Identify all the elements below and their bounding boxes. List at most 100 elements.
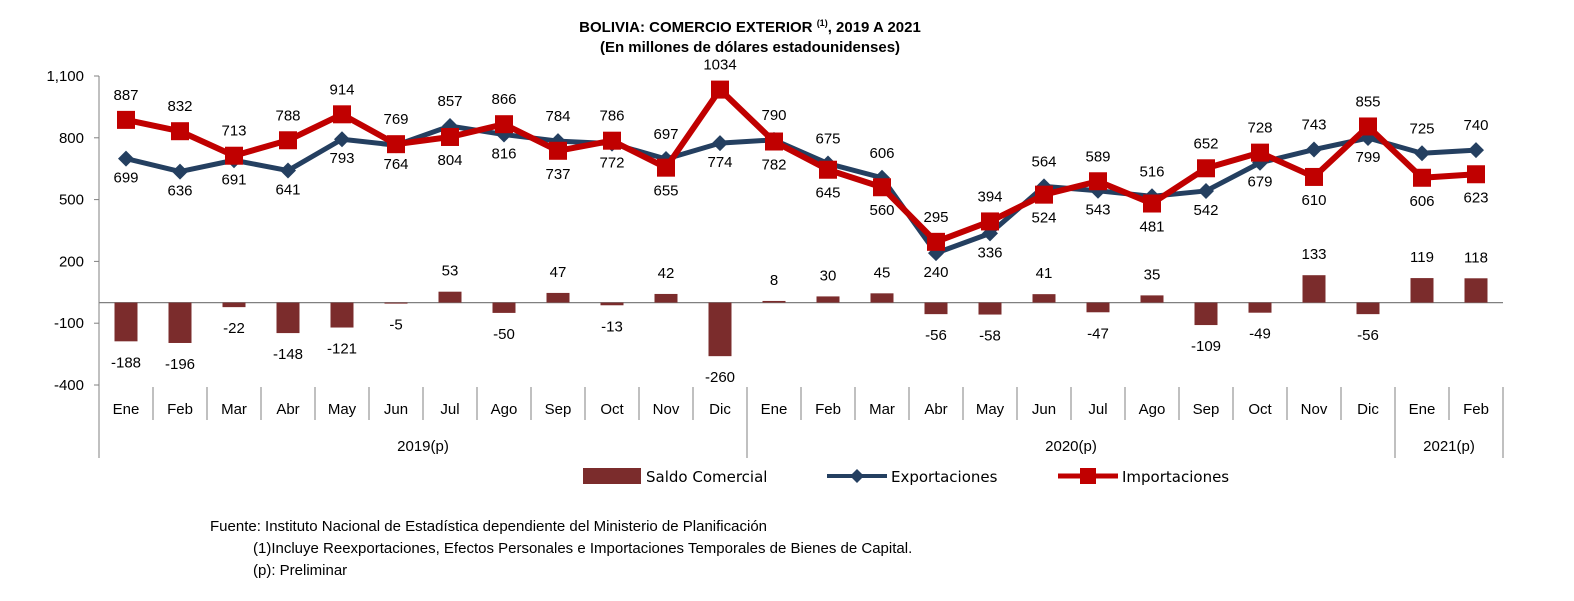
label-exportaciones: 641 [275, 182, 300, 199]
label-importaciones: 606 [1409, 193, 1434, 210]
label-saldo: -47 [1087, 325, 1109, 342]
label-importaciones: 782 [761, 157, 786, 174]
importaciones-marker [819, 160, 837, 179]
month-label: Mar [221, 401, 247, 418]
bar-saldo [384, 302, 408, 304]
label-saldo: 53 [442, 263, 459, 280]
importaciones-marker [225, 146, 243, 165]
importaciones-marker [603, 131, 621, 150]
month-label: Abr [924, 401, 947, 418]
month-label: Nov [1301, 401, 1328, 418]
label-exportaciones: 606 [869, 145, 894, 162]
year-label: 2021(p) [1423, 438, 1475, 455]
label-importaciones: 1034 [703, 57, 736, 74]
y-tick-label: 200 [59, 253, 84, 270]
month-label: Ago [491, 401, 518, 418]
bar-saldo [924, 302, 948, 315]
x-axis: Ene Feb Mar Abr May Jun Jul Ago Sep Oct Nov Dic Ene F… [113, 387, 1504, 458]
label-exportaciones: 790 [761, 107, 786, 124]
importaciones-marker [1413, 168, 1431, 187]
month-label: Sep [1193, 401, 1220, 418]
label-importaciones: 560 [869, 202, 894, 219]
exportaciones-marker [1306, 141, 1322, 158]
label-saldo: 119 [1410, 249, 1434, 266]
importaciones-marker [927, 232, 945, 251]
exportaciones-marker [712, 135, 728, 152]
exportaciones-marker [1414, 145, 1430, 162]
importaciones-marker [981, 212, 999, 231]
importaciones-marker [1251, 143, 1269, 162]
label-saldo: 42 [658, 265, 675, 282]
label-exportaciones: 336 [977, 244, 1002, 261]
importaciones-marker [1305, 167, 1323, 186]
importaciones-marker [1197, 159, 1215, 178]
chart-axes: 1,100 800 500 200 -100 -400 [46, 68, 1503, 458]
month-label: Ene [761, 401, 788, 418]
month-label: Jul [440, 401, 459, 418]
exportaciones-marker [280, 162, 296, 179]
month-label: Jun [1032, 401, 1056, 418]
title-main: BOLIVIA: COMERCIO EXTERIOR [579, 19, 813, 36]
label-exportaciones: 799 [1355, 149, 1380, 166]
label-importaciones: 623 [1463, 189, 1488, 206]
label-importaciones: 855 [1355, 93, 1380, 110]
month-label: Oct [1248, 401, 1272, 418]
label-saldo: -188 [111, 354, 141, 371]
label-importaciones: 655 [653, 183, 678, 200]
label-saldo: -58 [979, 328, 1001, 345]
importaciones-marker [657, 158, 675, 177]
label-exportaciones: 772 [599, 155, 624, 172]
month-label: Jul [1088, 401, 1107, 418]
importaciones-marker [1467, 165, 1485, 184]
y-tick-label: 500 [59, 192, 84, 209]
label-importaciones: 645 [815, 185, 840, 202]
label-importaciones: 786 [599, 108, 624, 125]
bar-saldo [1248, 302, 1272, 313]
month-label: Mar [869, 401, 895, 418]
y-tick-label: 1,100 [46, 68, 84, 85]
label-importaciones: 481 [1139, 219, 1164, 236]
bar-saldo [1140, 295, 1164, 303]
label-saldo: 118 [1464, 249, 1488, 266]
title-years: , 2019 A 2021 [827, 19, 921, 36]
label-saldo: 30 [820, 267, 837, 284]
label-importaciones: 866 [491, 91, 516, 108]
label-saldo: -196 [165, 356, 195, 373]
chart-notes: Fuente: Instituto Nacional de Estadístic… [210, 516, 912, 582]
label-saldo: 41 [1036, 265, 1053, 282]
label-importaciones: 524 [1031, 210, 1056, 227]
year-label: 2020(p) [1045, 438, 1097, 455]
label-saldo: -109 [1191, 338, 1221, 355]
legend-label-saldo: Saldo Comercial [646, 468, 767, 486]
label-exportaciones: 725 [1409, 120, 1434, 137]
exportaciones-marker [334, 131, 350, 148]
importaciones-marker [765, 132, 783, 151]
label-importaciones: 769 [383, 111, 408, 128]
label-saldo: -22 [223, 320, 245, 337]
importaciones-marker [1359, 117, 1377, 136]
month-label: Abr [276, 401, 299, 418]
bar-saldo [1464, 278, 1488, 303]
bar-saldo [600, 302, 624, 306]
legend-swatch-saldo [583, 468, 641, 484]
label-importaciones: 914 [329, 81, 354, 98]
bar-saldo [276, 302, 300, 334]
label-exportaciones: 636 [167, 183, 192, 200]
label-saldo: -13 [601, 318, 623, 335]
bar-saldo [330, 302, 354, 328]
label-exportaciones: 816 [491, 146, 516, 163]
bar-series [114, 275, 1488, 357]
bar-saldo [1194, 302, 1218, 326]
bar-saldo [492, 302, 516, 313]
footnote-1: (1)Incluye Reexportaciones, Efectos Pers… [253, 540, 913, 557]
label-saldo: 8 [770, 272, 778, 289]
label-exportaciones: 516 [1139, 163, 1164, 180]
label-exportaciones: 743 [1301, 117, 1326, 134]
label-importaciones: 652 [1193, 135, 1218, 152]
importaciones-marker [279, 131, 297, 150]
y-tick-label: -100 [54, 315, 84, 332]
label-saldo: -56 [925, 327, 947, 344]
label-importaciones: 788 [275, 107, 300, 124]
bar-saldo [114, 302, 138, 342]
month-label: Feb [167, 401, 193, 418]
